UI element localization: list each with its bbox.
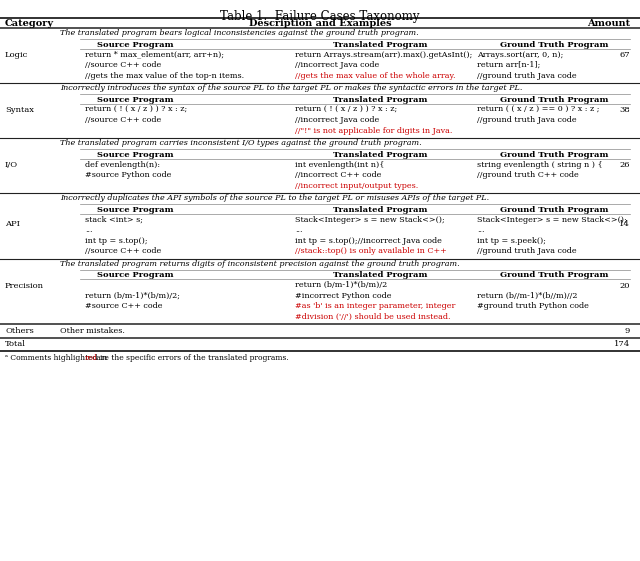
- Text: Ground Truth Program: Ground Truth Program: [500, 271, 608, 279]
- Text: int tp = s.peek();: int tp = s.peek();: [477, 237, 546, 245]
- Text: return * max_element(arr, arr+n);: return * max_element(arr, arr+n);: [85, 50, 224, 58]
- Text: Syntax: Syntax: [5, 106, 34, 114]
- Text: Description and Examples: Description and Examples: [249, 19, 391, 28]
- Text: ...: ...: [85, 226, 93, 234]
- Text: Category: Category: [5, 19, 54, 28]
- Text: return Arrays.stream(arr).max().getAsInt();: return Arrays.stream(arr).max().getAsInt…: [295, 50, 472, 58]
- Text: //incorrect C++ code: //incorrect C++ code: [295, 171, 381, 179]
- Text: //ground truth C++ code: //ground truth C++ code: [477, 171, 579, 179]
- Text: //incorrect Java code: //incorrect Java code: [295, 116, 380, 124]
- Text: Ground Truth Program: Ground Truth Program: [500, 40, 608, 48]
- Text: Translated Program: Translated Program: [333, 40, 428, 48]
- Text: #source Python code: #source Python code: [85, 171, 172, 179]
- Text: #source C++ code: #source C++ code: [85, 302, 163, 310]
- Text: Source Program: Source Program: [97, 40, 173, 48]
- Text: Translated Program: Translated Program: [333, 150, 428, 159]
- Text: 9: 9: [625, 327, 630, 335]
- Text: #as 'b' is an integer parameter, integer: #as 'b' is an integer parameter, integer: [295, 302, 456, 310]
- Text: Ground Truth Program: Ground Truth Program: [500, 95, 608, 103]
- Text: //ground truth Java code: //ground truth Java code: [477, 247, 577, 255]
- Text: Total: Total: [5, 340, 26, 348]
- Text: #incorrect Python code: #incorrect Python code: [295, 292, 392, 300]
- Text: return arr[n-1];: return arr[n-1];: [477, 61, 540, 69]
- Text: 174: 174: [614, 340, 630, 348]
- Text: 38: 38: [620, 106, 630, 114]
- Text: int tp = s.top();: int tp = s.top();: [85, 237, 148, 245]
- Text: Logic: Logic: [5, 51, 28, 59]
- Text: return ( ( x / z ) == 0 ) ? x : z ;: return ( ( x / z ) == 0 ) ? x : z ;: [477, 105, 600, 113]
- Text: Translated Program: Translated Program: [333, 271, 428, 279]
- Text: #ground truth Python code: #ground truth Python code: [477, 302, 589, 310]
- Text: #division ('//') should be used instead.: #division ('//') should be used instead.: [295, 312, 451, 320]
- Text: Others: Others: [5, 327, 34, 335]
- Text: red: red: [84, 354, 97, 362]
- Text: //"!" is not applicable for digits in Java.: //"!" is not applicable for digits in Ja…: [295, 126, 452, 135]
- Text: are the specific errors of the translated programs.: are the specific errors of the translate…: [94, 354, 289, 362]
- Text: return ( ! ( x / z ) ) ? x : z;: return ( ! ( x / z ) ) ? x : z;: [85, 105, 188, 113]
- Text: Table 1.  Failure Cases Taxonomy: Table 1. Failure Cases Taxonomy: [220, 10, 420, 23]
- Text: Amount: Amount: [587, 19, 630, 28]
- Text: The translated program bears logical inconsistencies against the ground truth pr: The translated program bears logical inc…: [60, 29, 419, 37]
- Text: //incorrect Java code: //incorrect Java code: [295, 61, 380, 69]
- Text: //gets the max value of the whole array.: //gets the max value of the whole array.: [295, 71, 456, 80]
- Text: ...: ...: [477, 226, 484, 234]
- Text: Stack<Integer> s = new Stack<>();: Stack<Integer> s = new Stack<>();: [295, 215, 445, 223]
- Text: Translated Program: Translated Program: [333, 95, 428, 103]
- Text: Stack<Integer> s = new Stack<>();: Stack<Integer> s = new Stack<>();: [477, 215, 627, 223]
- Text: Source Program: Source Program: [97, 205, 173, 214]
- Text: ᵃ Comments highlighted in: ᵃ Comments highlighted in: [5, 354, 109, 362]
- Text: 26: 26: [620, 161, 630, 169]
- Text: //source C++ code: //source C++ code: [85, 61, 161, 69]
- Text: //ground truth Java code: //ground truth Java code: [477, 116, 577, 124]
- Text: return (b//m-1)*(b//m)//2: return (b//m-1)*(b//m)//2: [477, 292, 577, 300]
- Text: The translated program returns digits of inconsistent precision against the grou: The translated program returns digits of…: [60, 260, 460, 268]
- Text: Arrays.sort(arr, 0, n);: Arrays.sort(arr, 0, n);: [477, 50, 563, 58]
- Text: Source Program: Source Program: [97, 95, 173, 103]
- Text: Ground Truth Program: Ground Truth Program: [500, 150, 608, 159]
- Text: Incorrectly duplicates the API symbols of the source PL to the target PL or misu: Incorrectly duplicates the API symbols o…: [60, 194, 489, 202]
- Text: //ground truth Java code: //ground truth Java code: [477, 71, 577, 80]
- Text: Translated Program: Translated Program: [333, 205, 428, 214]
- Text: API: API: [5, 220, 20, 228]
- Text: //gets the max value of the top-n items.: //gets the max value of the top-n items.: [85, 71, 244, 80]
- Text: I/O: I/O: [5, 161, 18, 169]
- Text: def evenlength(n):: def evenlength(n):: [85, 160, 160, 168]
- Text: The translated program carries inconsistent I/O types against the ground truth p: The translated program carries inconsist…: [60, 139, 422, 147]
- Text: return (b/m-1)*(b/m)/2;: return (b/m-1)*(b/m)/2;: [85, 292, 180, 300]
- Text: //source C++ code: //source C++ code: [85, 116, 161, 124]
- Text: int tp = s.top();//incorrect Java code: int tp = s.top();//incorrect Java code: [295, 237, 442, 245]
- Text: Incorrectly introduces the syntax of the source PL to the target PL or makes the: Incorrectly introduces the syntax of the…: [60, 84, 522, 92]
- Text: //source C++ code: //source C++ code: [85, 247, 161, 255]
- Text: 67: 67: [620, 51, 630, 59]
- Text: int evenlength(int n){: int evenlength(int n){: [295, 160, 385, 168]
- Text: 14: 14: [619, 220, 630, 228]
- Text: Ground Truth Program: Ground Truth Program: [500, 205, 608, 214]
- Text: 20: 20: [620, 282, 630, 289]
- Text: //incorrect input/output types.: //incorrect input/output types.: [295, 182, 419, 190]
- Text: Other mistakes.: Other mistakes.: [60, 327, 125, 335]
- Text: Source Program: Source Program: [97, 150, 173, 159]
- Text: string evenlength ( string n ) {: string evenlength ( string n ) {: [477, 160, 603, 168]
- Text: return ( ! ( x / z ) ) ? x : z;: return ( ! ( x / z ) ) ? x : z;: [295, 105, 397, 113]
- Text: stack <int> s;: stack <int> s;: [85, 215, 143, 223]
- Text: return (b/m-1)*(b/m)/2: return (b/m-1)*(b/m)/2: [295, 281, 387, 289]
- Text: Source Program: Source Program: [97, 271, 173, 279]
- Text: ...: ...: [295, 226, 303, 234]
- Text: //stack::top() is only available in C++: //stack::top() is only available in C++: [295, 247, 447, 255]
- Text: Precision: Precision: [5, 282, 44, 289]
